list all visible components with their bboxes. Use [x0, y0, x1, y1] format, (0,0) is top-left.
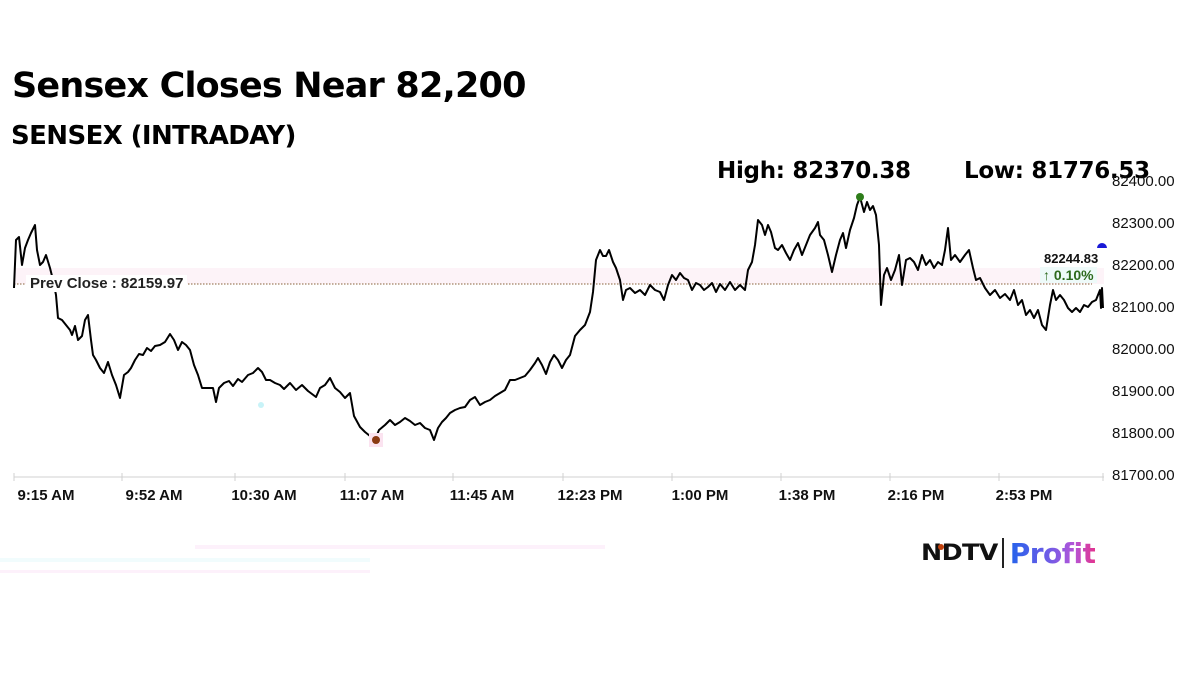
x-tick-1453: 2:53 PM — [995, 487, 1053, 504]
x-tick-1107: 11:07 AM — [339, 487, 405, 504]
prev-close-label: Prev Close : 82159.97 — [26, 275, 188, 292]
x-tick-0915: 9:15 AM — [17, 487, 75, 504]
ndtv-profit-logo: NDTV Profit — [921, 533, 1096, 573]
change-percent-badge: ↑ 0.10% — [1040, 267, 1097, 283]
x-axis-ticks — [13, 473, 1104, 481]
high-marker — [856, 193, 864, 201]
x-tick-0952: 9:52 AM — [125, 487, 183, 504]
x-tick-1223: 12:23 PM — [557, 487, 623, 504]
y-tick-81800: 81800.00 — [1112, 425, 1175, 442]
y-tick-82000: 82000.00 — [1112, 341, 1175, 358]
logo-ndtv-text: NDTV — [921, 540, 998, 566]
y-tick-82300: 82300.00 — [1112, 215, 1175, 232]
ghost-dot — [258, 402, 264, 408]
ghost-artifact-band — [195, 545, 605, 549]
high-value-label: High: 82370.38 — [717, 158, 911, 184]
logo-profit-text: Profit — [1009, 536, 1096, 570]
chart-title: Sensex Closes Near 82,200 — [12, 66, 526, 106]
price-line — [13, 196, 1104, 441]
y-tick-82400: 82400.00 — [1112, 173, 1175, 190]
y-tick-82200: 82200.00 — [1112, 257, 1175, 274]
x-tick-1145: 11:45 AM — [449, 487, 515, 504]
chart-subtitle: SENSEX (INTRADAY) — [11, 121, 296, 151]
y-tick-82100: 82100.00 — [1112, 299, 1175, 316]
y-tick-81700: 81700.00 — [1112, 467, 1175, 484]
low-marker — [372, 436, 380, 444]
x-tick-1300: 1:00 PM — [671, 487, 729, 504]
x-tick-1338: 1:38 PM — [778, 487, 836, 504]
y-tick-81900: 81900.00 — [1112, 383, 1175, 400]
ghost-artifact-band-3 — [0, 558, 370, 562]
last-value-label: 82244.83 — [1044, 251, 1099, 266]
low-value-label: Low: 81776.53 — [964, 158, 1150, 184]
ghost-artifact-band-2 — [0, 570, 370, 573]
last-value-marker — [1097, 243, 1107, 248]
x-tick-1030: 10:30 AM — [231, 487, 297, 504]
logo-separator — [1001, 538, 1004, 568]
logo-dot-icon — [938, 544, 944, 550]
x-tick-1416: 2:16 PM — [887, 487, 945, 504]
